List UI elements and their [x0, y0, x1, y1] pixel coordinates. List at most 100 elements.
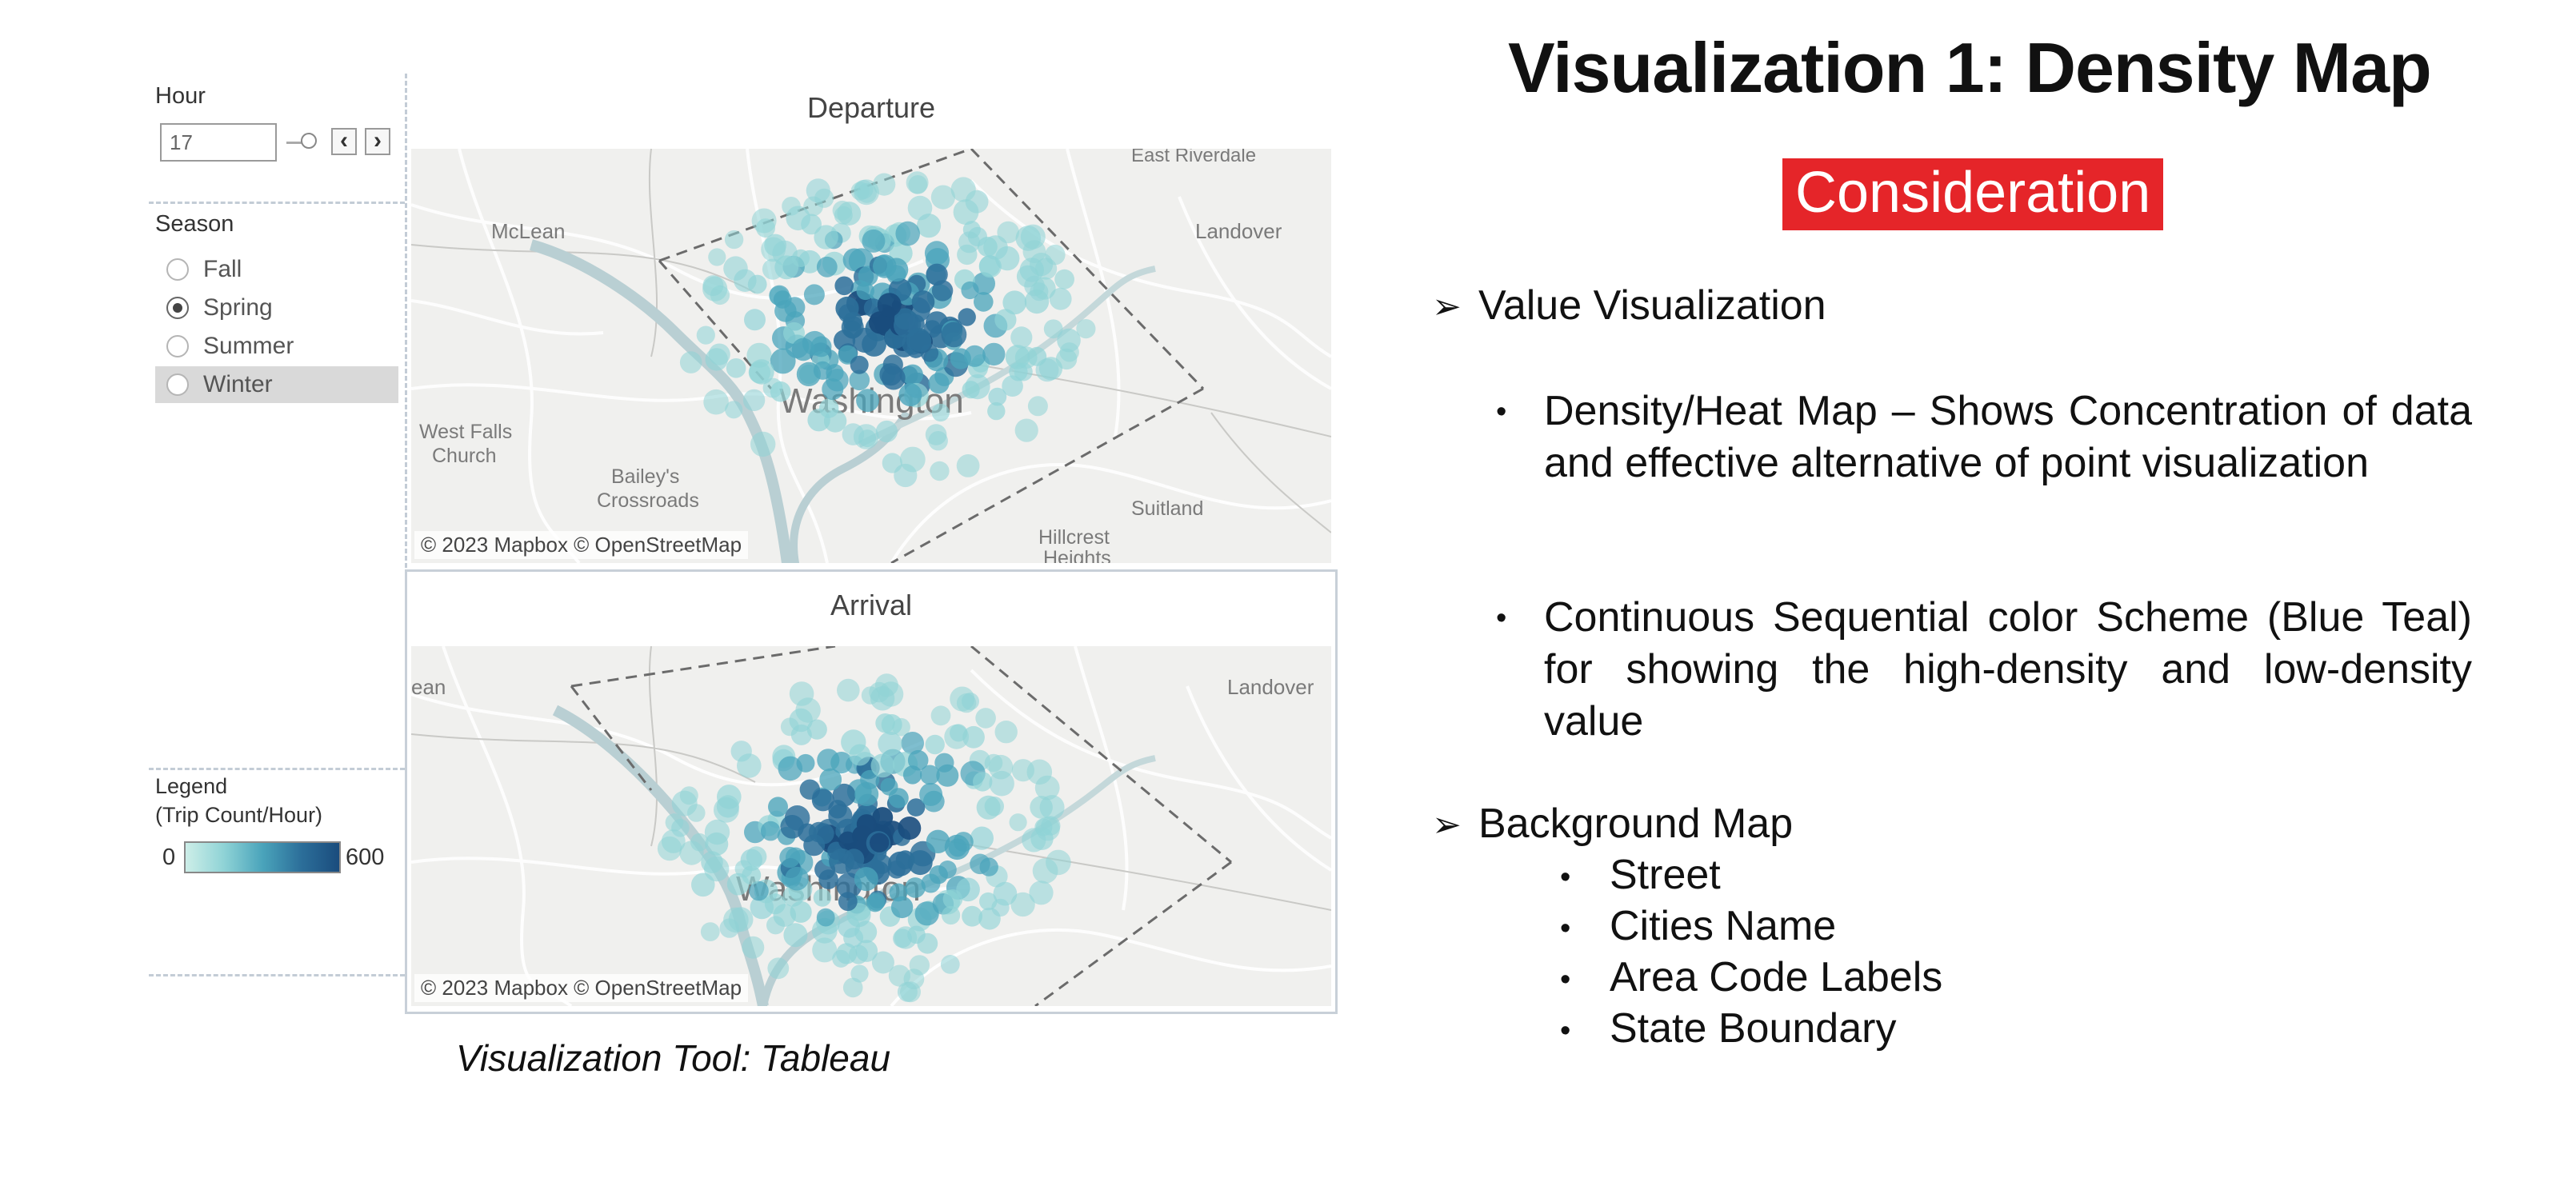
hour-prev-button[interactable]: ‹ [331, 128, 357, 155]
season-option-summer[interactable]: Summer [155, 328, 398, 365]
density-point [816, 908, 835, 927]
density-point [880, 777, 898, 796]
radio-icon[interactable] [166, 258, 189, 281]
density-point [870, 753, 895, 778]
density-point [823, 409, 847, 433]
place-label-suitland: Suitland [1131, 497, 1203, 520]
density-point [728, 907, 754, 932]
radio-icon[interactable] [166, 373, 189, 396]
density-point [871, 951, 894, 974]
hour-slider-knob[interactable] [301, 133, 317, 149]
departure-map-title: Departure [806, 91, 936, 124]
departure-map[interactable]: East Riverdale McLean Landover Washingto… [411, 149, 1331, 563]
density-point [887, 861, 906, 879]
density-point [724, 230, 744, 250]
density-point [961, 281, 979, 300]
arrival-density-layer [657, 673, 1071, 1003]
density-point [911, 290, 935, 313]
density-point [744, 309, 766, 331]
density-point [956, 877, 980, 902]
radio-icon[interactable] [166, 335, 189, 357]
density-point [812, 937, 838, 963]
density-point [756, 218, 775, 238]
density-point [861, 686, 880, 705]
density-point [742, 865, 762, 885]
bullet-dot-icon: • [1560, 861, 1571, 894]
bullet-density-heat-map: Density/Heat Map – Shows Concentration o… [1544, 388, 2472, 486]
density-point [881, 714, 902, 735]
density-point [878, 731, 902, 757]
density-point [868, 311, 892, 334]
density-point [725, 401, 743, 419]
density-point [778, 756, 803, 781]
place-label-landover: Landover [1195, 219, 1282, 243]
density-point [970, 826, 994, 850]
density-point [704, 856, 730, 882]
density-point [1055, 348, 1078, 370]
arrival-map[interactable]: ean Landover Washington © 2023 Mapbox © … [411, 646, 1331, 1006]
arrival-map-attribution[interactable]: © 2023 Mapbox © OpenStreetMap [414, 974, 749, 1002]
season-option-fall[interactable]: Fall [155, 251, 398, 288]
density-point [944, 724, 970, 749]
density-point [826, 364, 844, 382]
hour-slider-track[interactable] [286, 142, 304, 144]
density-point [872, 807, 894, 829]
density-point [895, 221, 920, 246]
density-point [934, 753, 954, 773]
density-point [875, 420, 898, 443]
density-point [958, 308, 976, 326]
density-point [994, 721, 1018, 744]
density-point [924, 241, 950, 266]
density-point [1029, 881, 1054, 905]
density-point [838, 892, 858, 912]
density-point [976, 795, 1001, 820]
density-point [783, 923, 808, 948]
density-point [916, 214, 942, 238]
background-item-area-code-labels: Area Code Labels [1610, 954, 1943, 1000]
filter-divider-1 [149, 202, 405, 204]
radio-checked-icon[interactable] [166, 297, 189, 319]
density-point [994, 309, 1017, 331]
arrival-map-canvas: ean Landover Washington [411, 646, 1331, 1006]
season-option-label: Spring [203, 294, 273, 321]
density-point [963, 345, 986, 367]
density-point [997, 221, 1019, 244]
density-point [838, 831, 858, 850]
density-point [1027, 396, 1048, 417]
density-point [780, 815, 804, 839]
season-option-winter[interactable]: Winter [155, 366, 398, 403]
density-point [854, 782, 879, 806]
season-option-spring[interactable]: Spring [155, 290, 398, 326]
density-point [1027, 346, 1047, 366]
density-point [962, 905, 982, 927]
density-point [906, 328, 932, 353]
density-point [905, 877, 926, 898]
density-point [942, 905, 961, 925]
density-point [789, 681, 814, 706]
density-point [657, 836, 682, 861]
density-point [906, 798, 926, 817]
density-point [988, 387, 1007, 406]
hour-input[interactable] [160, 123, 277, 162]
density-point [900, 981, 921, 1003]
density-point [749, 359, 774, 385]
hour-next-button[interactable]: › [365, 128, 390, 155]
density-point [856, 814, 877, 834]
density-point [982, 342, 1006, 366]
density-point [806, 178, 830, 203]
density-point [862, 332, 886, 357]
density-point [950, 177, 976, 202]
section-heading-background-map: Background Map [1478, 801, 1794, 847]
chevron-left-icon: ‹ [340, 127, 348, 154]
density-point [941, 321, 967, 348]
density-point [909, 955, 930, 976]
slide-title: Visualization 1: Density Map [1508, 28, 2432, 107]
place-label-hillcrest: Hillcrest [1038, 526, 1110, 549]
departure-map-attribution[interactable]: © 2023 Mapbox © OpenStreetMap [414, 531, 749, 559]
density-point [1010, 326, 1033, 349]
density-point [956, 454, 980, 477]
density-point [772, 240, 798, 266]
density-point [671, 819, 690, 837]
density-point [679, 786, 698, 805]
density-point [928, 373, 950, 394]
